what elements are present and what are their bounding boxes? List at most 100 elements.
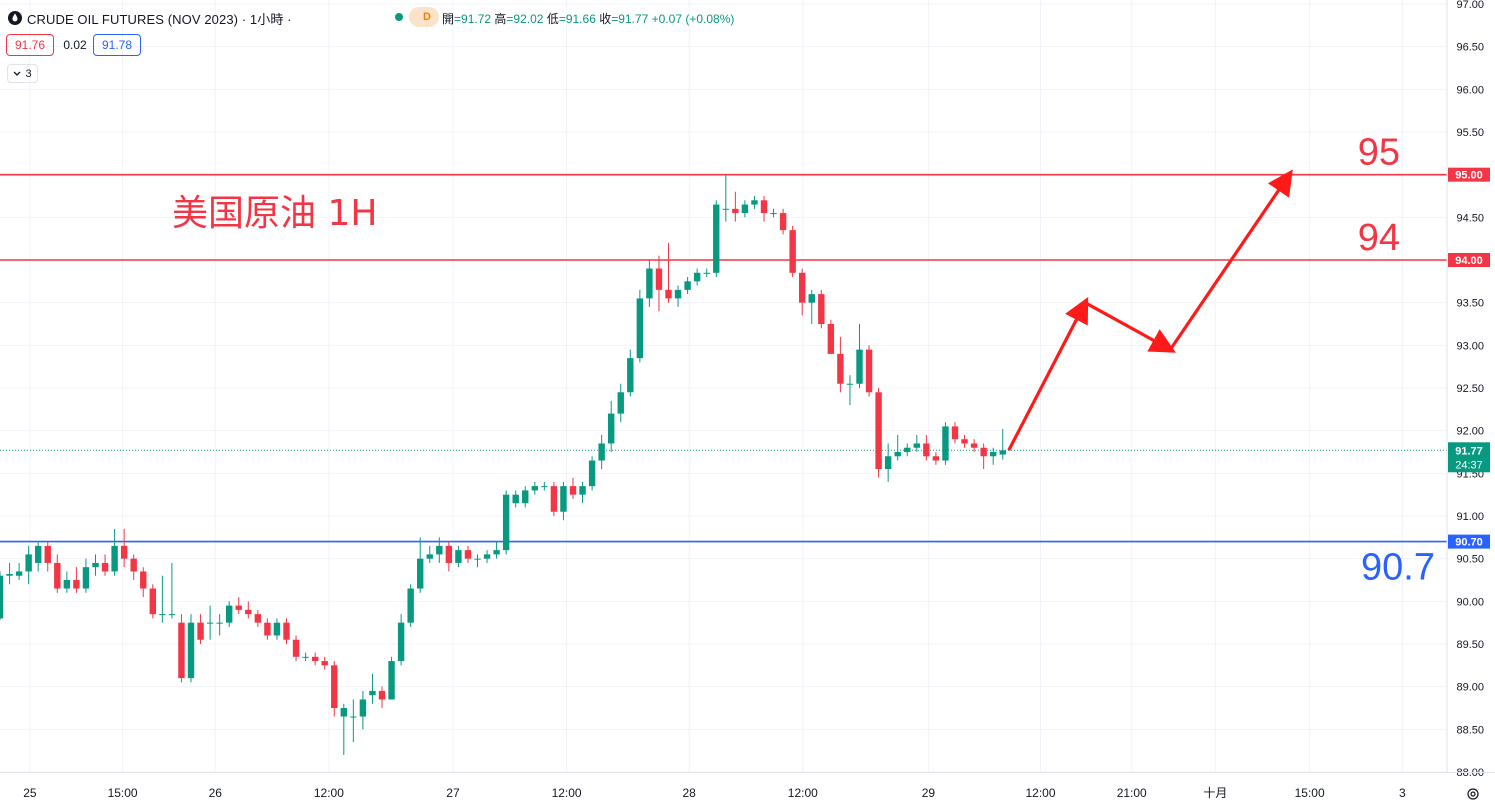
candles — [0, 174, 1006, 755]
price-tick-label: 96.50 — [1456, 42, 1484, 54]
candle-body — [235, 605, 242, 610]
candle-body — [875, 392, 882, 470]
time-tick-label: 十月 — [1203, 786, 1227, 800]
candle — [168, 562, 176, 619]
symbol-header[interactable]: CRUDE OIL FUTURES (NOV 2023) · 1小時 · — [8, 9, 292, 27]
candle-body — [359, 699, 367, 717]
candle — [140, 567, 147, 598]
candle — [493, 541, 500, 559]
candle — [187, 614, 195, 683]
candle-body — [302, 656, 309, 658]
candle-body — [636, 298, 644, 359]
spread-value: 0.02 — [63, 38, 87, 52]
candle — [206, 605, 214, 640]
candle-body — [722, 208, 729, 210]
candle-body — [932, 456, 940, 461]
candle-body — [283, 622, 290, 640]
level-axis-tag — [1448, 534, 1490, 549]
candle-body — [417, 558, 424, 589]
ohlc-low-label: 低 — [546, 12, 559, 26]
candle — [388, 656, 395, 700]
candle-body — [569, 486, 577, 495]
candle-body — [751, 200, 758, 205]
symbol-title[interactable]: CRUDE OIL FUTURES (NOV 2023) · 1小時 · — [27, 11, 292, 27]
price-tick-label: 91.00 — [1456, 511, 1484, 523]
price-tick-label: 97.00 — [1456, 0, 1484, 11]
candle-body — [216, 622, 223, 624]
candle-body — [884, 456, 892, 470]
candle — [560, 481, 567, 521]
candle — [44, 541, 51, 572]
candle-body — [627, 358, 634, 393]
candle-body — [990, 452, 997, 457]
candle-body — [732, 208, 739, 214]
candle — [6, 562, 13, 585]
candle — [703, 268, 710, 278]
candle-body — [951, 426, 959, 440]
candle-body — [73, 580, 80, 589]
oil-drop-icon — [8, 11, 22, 25]
candle-body — [713, 204, 720, 273]
price-tick-label: 90.00 — [1456, 596, 1484, 608]
candle — [35, 541, 42, 572]
time-tick-label: 12:00 — [788, 786, 818, 800]
time-axis[interactable]: 25 15:00 26 12:00 27 12:00 28 12:00 29 12:00 21:00… — [0, 772, 1495, 801]
ohlc-high-value: =92.02 — [506, 12, 544, 26]
indicator-count: 3 — [25, 67, 32, 80]
candle-body — [588, 460, 596, 487]
candle-body — [522, 490, 529, 504]
ask-price-button[interactable]: 91.78 — [93, 34, 141, 56]
time-tick-label: 28 — [683, 786, 697, 800]
time-tick-label: 27 — [446, 786, 460, 800]
candle-body — [856, 349, 863, 384]
candle — [970, 439, 978, 452]
candle — [674, 285, 682, 307]
candle-body — [760, 200, 768, 214]
candle-body — [684, 281, 691, 290]
candle — [226, 601, 233, 627]
candle-body — [980, 447, 987, 457]
bid-price-button[interactable]: 91.76 — [6, 34, 54, 56]
candle-body — [120, 545, 128, 559]
candle-body — [168, 614, 176, 616]
candle-body — [331, 665, 338, 708]
candle-body — [25, 554, 32, 572]
candle-body — [311, 656, 319, 662]
candle — [216, 614, 223, 636]
candle — [369, 673, 376, 704]
indicators-toggle-button[interactable]: 3 — [7, 64, 38, 83]
candle — [693, 268, 701, 286]
level-axis-tag — [1448, 167, 1490, 182]
level-axis-tag — [1448, 253, 1490, 267]
candle — [617, 383, 624, 423]
candle-body — [493, 550, 500, 555]
candle — [397, 614, 405, 666]
candle — [522, 486, 529, 508]
candle-body — [254, 614, 262, 623]
delayed-badge[interactable]: D — [409, 7, 439, 27]
candle-body — [464, 550, 472, 559]
candle — [732, 191, 739, 222]
candle — [445, 541, 453, 572]
candle-body — [264, 622, 271, 636]
candle-body — [799, 272, 806, 303]
candle-body — [159, 614, 166, 616]
candle — [789, 225, 796, 278]
candle — [550, 481, 558, 516]
candle — [665, 242, 672, 303]
candle — [951, 422, 959, 444]
ohlc-low-value: =91.66 — [558, 12, 596, 26]
candle — [311, 652, 319, 666]
candle-body — [340, 708, 347, 717]
time-tick-label: 12:00 — [314, 786, 344, 800]
candle-body — [904, 447, 911, 452]
candle-body — [101, 562, 109, 572]
candle-body — [474, 558, 481, 560]
candle-body — [111, 545, 118, 572]
price-axis[interactable]: 88.0088.5089.0089.5090.0090.5091.0091.50… — [1446, 0, 1490, 779]
candle-body — [560, 486, 567, 512]
gear-icon[interactable] — [1466, 787, 1480, 801]
candle — [646, 260, 653, 307]
candle — [894, 434, 901, 461]
